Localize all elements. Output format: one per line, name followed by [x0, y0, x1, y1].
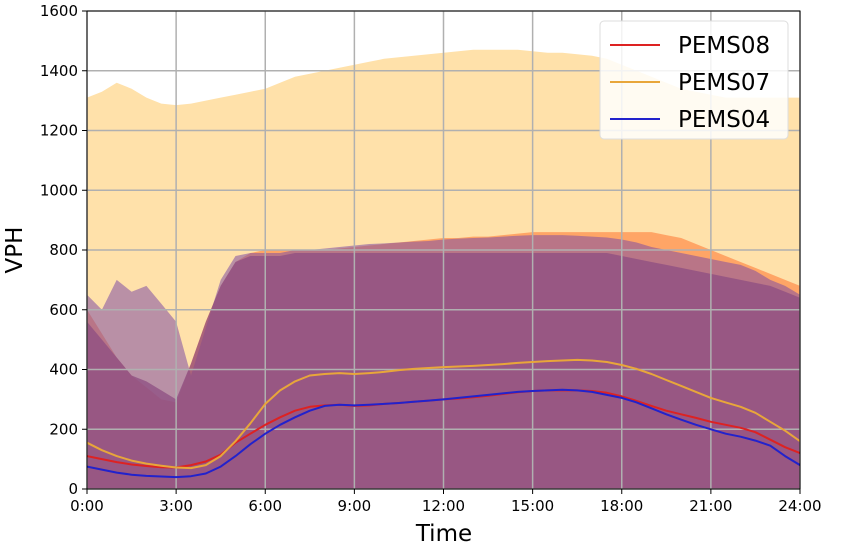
x-tick-label: 9:00	[338, 497, 372, 515]
legend-label-pems08: PEMS08	[678, 33, 770, 59]
y-axis-label: VPH	[2, 227, 28, 274]
legend: PEMS08 PEMS07 PEMS04	[599, 20, 789, 140]
x-tick-label: 18:00	[600, 497, 643, 515]
y-axis-ticks: 0 200 400 600 800 1000 1200 1400 1600	[40, 2, 87, 498]
x-tick-label: 21:00	[689, 497, 732, 515]
x-tick-label: 6:00	[248, 497, 282, 515]
x-axis-label: Time	[415, 521, 472, 544]
y-tick-label: 600	[49, 301, 78, 319]
legend-label-pems07: PEMS07	[678, 70, 770, 96]
y-tick-label: 1600	[40, 2, 78, 20]
y-tick-label: 800	[49, 241, 78, 259]
x-tick-label: 3:00	[159, 497, 193, 515]
series-line-pems04	[87, 388, 800, 479]
y-tick-label: 1400	[40, 62, 78, 80]
legend-label-pems04: PEMS04	[678, 107, 770, 133]
legend-box	[599, 20, 789, 140]
y-tick-label: 1000	[40, 181, 78, 199]
y-tick-label: 400	[49, 361, 78, 379]
y-tick-label: 1200	[40, 122, 78, 140]
y-tick-label: 0	[68, 480, 78, 498]
series-line-pems07	[87, 358, 800, 470]
y-tick-label: 200	[49, 420, 78, 438]
grid-lines	[86, 10, 801, 490]
series-lines	[87, 358, 800, 479]
x-tick-label: 24:00	[778, 497, 821, 515]
x-axis-ticks: 0:00 3:00 6:00 9:00 12:00 15:00 18:00 21:00 24:0…	[70, 489, 822, 515]
x-tick-label: 12:00	[422, 497, 465, 515]
x-tick-label: 0:00	[70, 497, 104, 515]
x-tick-label: 15:00	[511, 497, 554, 515]
